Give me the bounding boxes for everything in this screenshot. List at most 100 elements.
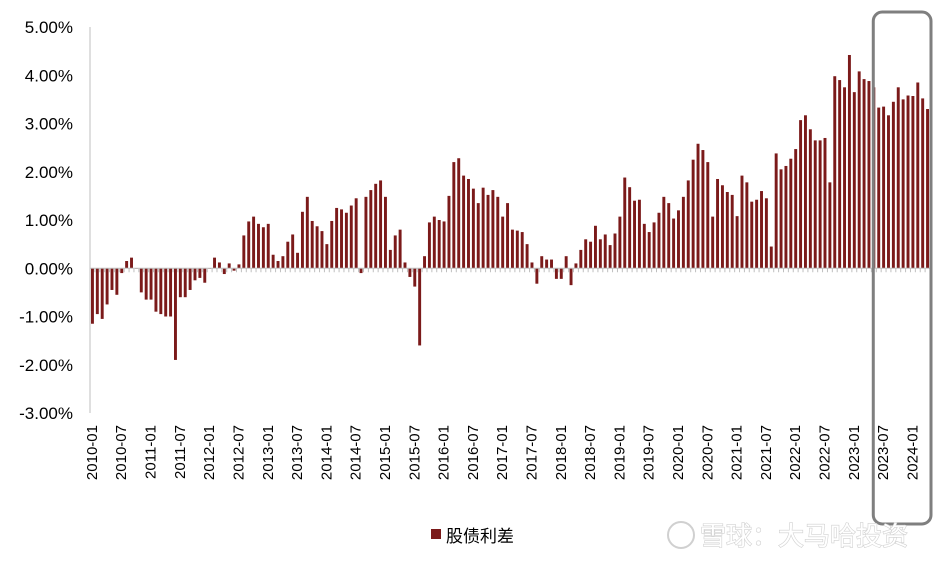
bar — [662, 196, 666, 269]
bar — [130, 257, 133, 269]
bar — [120, 268, 124, 274]
x-tick-label: 2020-07 — [699, 425, 716, 480]
bar — [452, 162, 456, 269]
bar — [921, 98, 925, 269]
bar — [510, 229, 514, 269]
x-tick-label: 2011-07 — [172, 425, 189, 479]
x-axis — [89, 267, 931, 273]
bar — [926, 109, 930, 269]
bar — [252, 216, 256, 269]
bar — [823, 137, 827, 269]
bar — [535, 268, 539, 284]
highlight-box — [871, 10, 933, 526]
x-tick-label: 2012-07 — [230, 425, 247, 480]
x-tick-label: 2011-01 — [143, 425, 160, 479]
x-tick-label: 2014-07 — [348, 425, 365, 480]
bar — [852, 92, 856, 269]
bar — [496, 196, 500, 269]
y-tick-label: 4.00% — [25, 66, 73, 85]
bar — [340, 209, 343, 269]
bar — [232, 268, 236, 271]
bar — [857, 71, 861, 269]
bar — [379, 180, 383, 269]
watermark-logo-icon — [667, 521, 695, 549]
y-tick-label: -1.00% — [19, 308, 73, 327]
x-tick-label: 2021-07 — [758, 425, 775, 480]
bar — [217, 262, 221, 269]
bar — [315, 226, 319, 269]
bar — [916, 82, 920, 269]
bar — [794, 149, 798, 269]
bar — [442, 221, 446, 269]
bar — [613, 233, 617, 269]
bar — [696, 143, 700, 269]
x-tick-label: 2012-01 — [201, 425, 218, 480]
bar — [628, 187, 632, 269]
bar — [154, 268, 158, 312]
bar — [242, 235, 246, 269]
bar — [271, 254, 275, 269]
bar — [237, 264, 241, 269]
bar — [100, 268, 104, 319]
bar — [901, 99, 905, 269]
bar — [281, 256, 285, 269]
x-tick-label: 2017-07 — [523, 425, 540, 480]
y-tick-labels: 5.00% 4.00% 3.00% 2.00% 1.00% 0.00% -1.00% -2.0… — [19, 18, 73, 423]
y-tick-label: 1.00% — [25, 211, 73, 230]
bar — [227, 263, 231, 269]
watermark-text: 雪球：大马哈投资 — [700, 521, 908, 551]
x-tick-label: 2013-07 — [289, 425, 306, 480]
bar — [642, 223, 646, 269]
bar — [330, 220, 334, 269]
bar — [354, 198, 358, 269]
x-tick-label: 2024-01 — [904, 425, 921, 480]
bar — [144, 268, 148, 300]
bar — [867, 81, 871, 269]
bar — [569, 268, 573, 286]
bar — [618, 216, 622, 269]
bar — [325, 244, 329, 269]
x-tick-label: 2017-01 — [494, 425, 511, 480]
bar — [657, 212, 661, 269]
bar — [374, 183, 378, 269]
x-tick-label: 2022-07 — [817, 425, 834, 480]
bar — [677, 210, 680, 269]
bar — [716, 178, 720, 269]
bar — [633, 200, 636, 269]
x-tick-label: 2019-01 — [611, 425, 628, 480]
x-tick-label: 2010-01 — [84, 425, 101, 480]
bar — [432, 216, 436, 269]
bar — [457, 158, 461, 269]
x-tick-label: 2023-01 — [846, 425, 863, 480]
y-tick-label: -3.00% — [19, 404, 73, 423]
bar — [838, 80, 842, 269]
bar — [501, 216, 505, 269]
bar — [637, 199, 641, 269]
bar — [344, 212, 348, 269]
bar — [486, 194, 490, 269]
y-tick-label: -2.00% — [19, 356, 73, 375]
bar — [608, 245, 612, 269]
bar — [286, 241, 290, 269]
bar — [266, 223, 270, 269]
legend-label: 股债利差 — [446, 527, 514, 546]
bar — [813, 140, 817, 269]
bar — [525, 244, 529, 269]
bar — [764, 198, 768, 269]
bar — [188, 268, 192, 290]
x-tick-label: 2010-07 — [113, 425, 130, 480]
bar — [603, 234, 607, 269]
bar — [90, 268, 94, 324]
x-tick-label: 2021-01 — [729, 425, 746, 480]
bar — [804, 115, 807, 269]
bar — [779, 169, 783, 269]
bar — [887, 115, 890, 269]
bar — [520, 232, 524, 269]
bar — [652, 222, 656, 269]
bar — [261, 227, 265, 269]
y-tick-label: 5.00% — [25, 18, 73, 37]
bar — [169, 268, 173, 317]
bar — [300, 211, 304, 269]
bar — [447, 195, 451, 269]
